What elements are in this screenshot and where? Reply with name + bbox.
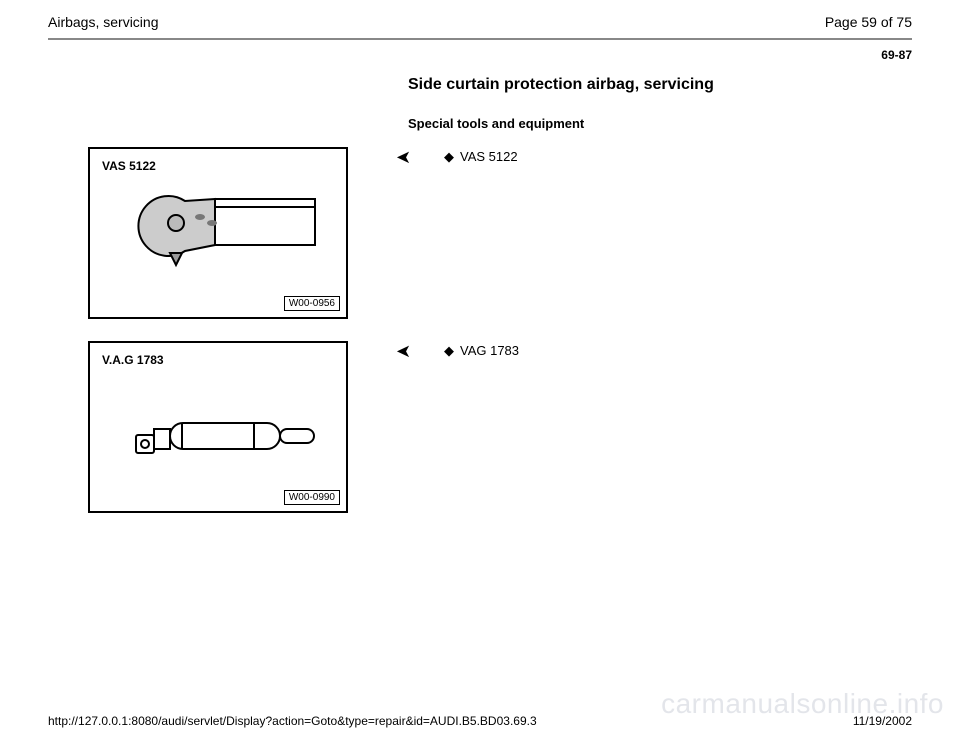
tool-row: V.A.G 1783 W00-0990 ➤ ◆ VAG 1783 xyxy=(48,341,912,513)
page-subheading: Special tools and equipment xyxy=(408,116,912,131)
tool-illustration xyxy=(90,149,346,317)
footer-url: http://127.0.0.1:8080/audi/servlet/Displ… xyxy=(48,714,537,728)
header-title: Airbags, servicing xyxy=(48,14,159,30)
arrow-icon: ➤ xyxy=(396,147,416,168)
figure-code: W00-0990 xyxy=(284,490,340,505)
footer-date: 11/19/2002 xyxy=(853,714,912,728)
figure-code: W00-0956 xyxy=(284,296,340,311)
figure: V.A.G 1783 W00-0990 xyxy=(88,341,348,513)
bullet-icon: ◆ xyxy=(444,343,454,358)
bullet-icon: ◆ xyxy=(444,149,454,164)
tool-illustration xyxy=(90,343,346,511)
section-number: 69-87 xyxy=(48,48,912,62)
tool-row: VAS 5122 W00-0956 ➤ ◆ VAS 5122 xyxy=(48,147,912,319)
page-heading: Side curtain protection airbag, servicin… xyxy=(408,76,912,94)
tool-list-item: ◆ VAS 5122 xyxy=(416,147,518,165)
arrow-icon: ➤ xyxy=(396,341,416,362)
figure: VAS 5122 W00-0956 xyxy=(88,147,348,319)
tool-name: VAS 5122 xyxy=(460,149,518,164)
tool-list-item: ◆ VAG 1783 xyxy=(416,341,519,359)
tool-name: VAG 1783 xyxy=(460,343,519,358)
page-number: Page 59 of 75 xyxy=(825,14,912,30)
divider xyxy=(48,38,912,40)
